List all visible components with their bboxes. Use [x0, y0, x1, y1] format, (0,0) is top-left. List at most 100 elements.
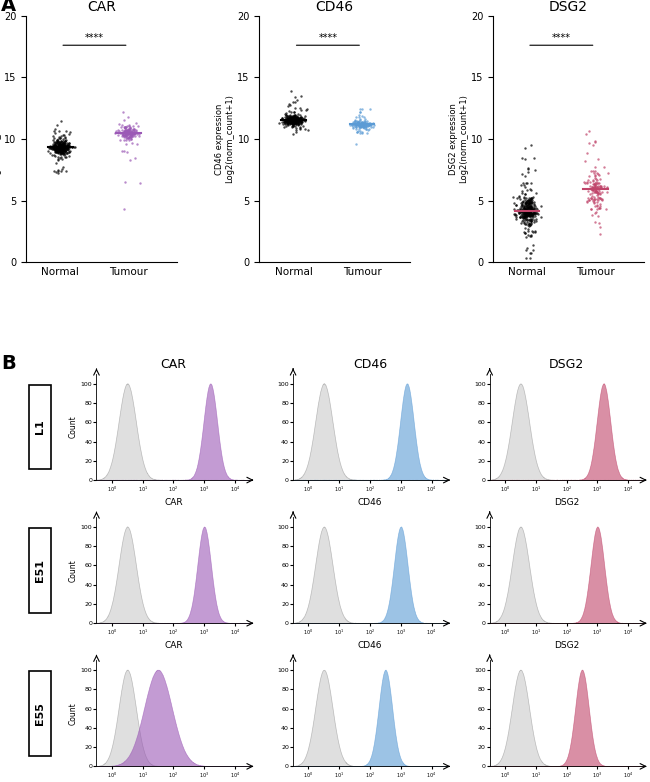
Point: [50, 146, 60, 159]
Point: [43, 145, 53, 157]
Point: [582, 176, 592, 188]
Point: [594, 173, 604, 185]
Point: [529, 206, 539, 219]
Point: [520, 203, 530, 216]
Point: [517, 151, 528, 163]
Point: [584, 193, 595, 206]
Point: [125, 131, 135, 143]
Point: [289, 113, 300, 126]
Point: [518, 177, 528, 189]
Point: [291, 114, 301, 127]
Point: [126, 126, 136, 138]
Point: [525, 208, 535, 221]
Point: [519, 210, 530, 222]
Point: [350, 123, 361, 135]
Point: [593, 182, 604, 195]
Y-axis label: Count: Count: [69, 416, 78, 439]
Point: [592, 185, 602, 198]
Point: [53, 146, 64, 159]
Point: [52, 146, 62, 159]
Point: [529, 206, 539, 218]
Point: [122, 130, 132, 142]
Point: [355, 102, 365, 115]
Point: [287, 114, 297, 127]
Point: [289, 102, 300, 115]
Point: [126, 133, 136, 145]
Point: [56, 135, 66, 147]
Point: [280, 121, 290, 134]
Point: [590, 181, 600, 193]
Point: [281, 113, 291, 126]
Point: [517, 201, 527, 213]
Point: [131, 127, 142, 140]
Point: [359, 120, 369, 133]
Point: [285, 114, 295, 127]
Point: [520, 181, 530, 194]
Point: [591, 173, 601, 185]
Point: [292, 115, 302, 127]
Point: [287, 114, 297, 127]
Point: [526, 215, 536, 228]
Point: [594, 188, 604, 201]
Point: [291, 124, 302, 136]
Point: [57, 147, 68, 160]
Point: [521, 196, 531, 208]
Point: [519, 225, 529, 238]
Point: [289, 117, 299, 129]
Point: [517, 187, 528, 199]
Point: [111, 124, 121, 137]
Point: [287, 115, 297, 127]
Point: [593, 210, 603, 222]
Point: [593, 217, 604, 230]
Point: [44, 142, 55, 155]
Point: [114, 127, 125, 140]
Point: [293, 113, 304, 125]
Point: [595, 198, 606, 210]
Point: [356, 119, 367, 131]
Point: [296, 111, 306, 124]
Point: [352, 118, 363, 131]
Point: [520, 206, 530, 218]
Point: [590, 180, 601, 192]
Point: [525, 197, 535, 210]
Point: [289, 115, 300, 127]
Point: [350, 117, 361, 130]
Point: [586, 192, 596, 205]
Point: [283, 116, 293, 128]
Point: [55, 140, 65, 152]
Point: [131, 117, 142, 129]
Point: [289, 116, 299, 128]
Point: [354, 118, 365, 131]
Point: [293, 116, 304, 128]
Point: [527, 209, 538, 221]
Point: [530, 225, 540, 238]
Point: [124, 127, 134, 139]
Point: [292, 111, 302, 124]
Point: [365, 117, 375, 130]
Point: [520, 206, 530, 219]
Point: [354, 111, 364, 124]
Point: [53, 145, 64, 157]
Point: [588, 181, 599, 194]
Point: [355, 113, 365, 126]
Point: [590, 186, 601, 199]
Point: [291, 112, 302, 124]
Point: [593, 191, 603, 203]
Point: [64, 146, 74, 159]
Point: [49, 136, 60, 149]
Point: [518, 206, 528, 219]
Point: [525, 204, 536, 217]
Point: [279, 114, 289, 127]
Point: [519, 152, 530, 165]
Point: [47, 135, 58, 147]
Point: [292, 108, 303, 120]
Point: [285, 113, 295, 126]
Point: [55, 138, 65, 151]
Point: [520, 142, 530, 154]
Point: [520, 211, 530, 224]
Point: [56, 138, 66, 151]
Point: [127, 124, 137, 136]
Point: [56, 144, 66, 156]
Point: [57, 142, 67, 154]
Point: [58, 147, 68, 160]
